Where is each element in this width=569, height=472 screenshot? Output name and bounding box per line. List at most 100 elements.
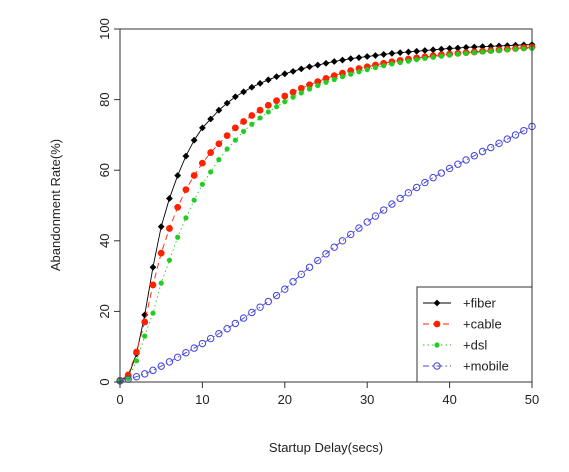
data-point-fiber [330, 58, 338, 65]
data-point-dsl [496, 47, 502, 54]
data-point-mobile [132, 373, 141, 381]
data-point-fiber [248, 83, 256, 91]
data-point-dsl [389, 61, 395, 67]
data-point-cable [166, 225, 173, 232]
data-point-fiber [166, 195, 173, 202]
data-point-dsl [166, 257, 173, 263]
data-point-dsl [414, 57, 420, 63]
data-point-dsl [372, 64, 379, 71]
data-point-fiber [157, 223, 165, 231]
data-point-dsl [479, 49, 486, 55]
data-point-cable [330, 72, 338, 79]
legend-marker-fiber [433, 299, 441, 307]
data-point-dsl [224, 146, 230, 152]
data-point-cable [248, 112, 256, 119]
legend-label-dsl: +dsl [463, 338, 487, 353]
data-point-dsl [455, 51, 461, 57]
data-point-dsl [438, 53, 444, 59]
data-point-dsl [422, 55, 428, 61]
data-point-mobile [355, 224, 363, 232]
y-tick-label: 40 [97, 234, 112, 248]
data-point-fiber [190, 136, 198, 144]
data-point-dsl [397, 59, 403, 66]
data-point-fiber [281, 70, 289, 78]
data-point-dsl [339, 74, 346, 80]
data-point-fiber [470, 43, 478, 51]
x-tick-label: 10 [195, 392, 209, 407]
data-point-fiber [429, 46, 437, 54]
data-point-dsl [257, 115, 263, 121]
x-axis-title: Startup Delay(secs) [269, 440, 383, 455]
data-point-dsl [183, 215, 189, 221]
data-point-mobile [281, 285, 289, 293]
data-point-dsl [158, 280, 164, 286]
series-dsl [117, 45, 535, 384]
data-point-cable [297, 84, 305, 92]
data-point-cable [190, 172, 198, 179]
data-point-fiber [231, 93, 239, 101]
data-point-dsl [405, 58, 411, 64]
data-point-cable [141, 318, 149, 326]
data-point-cable [174, 203, 182, 211]
data-point-fiber [223, 99, 231, 107]
data-point-cable [314, 78, 322, 85]
data-point-mobile [141, 370, 149, 378]
data-point-mobile [347, 230, 355, 239]
data-point-fiber [174, 172, 182, 179]
legend-marker-dsl [434, 342, 440, 348]
data-point-cable [281, 92, 289, 100]
data-point-cable [215, 140, 223, 148]
data-point-mobile [371, 212, 380, 220]
data-point-dsl [150, 310, 156, 316]
data-point-cable [289, 88, 297, 96]
data-point-dsl [315, 82, 321, 89]
data-point-cable [240, 118, 248, 125]
y-tick-label: 60 [97, 163, 112, 177]
data-point-fiber [314, 61, 322, 69]
data-point-dsl [133, 358, 140, 364]
data-point-fiber [256, 79, 264, 87]
data-point-mobile [239, 314, 248, 322]
x-tick-label: 20 [278, 392, 292, 407]
data-point-fiber [322, 59, 330, 67]
data-point-fiber [363, 53, 371, 60]
axes-layer: 0 10 20 30 40 50 0 20 40 60 80 100 [97, 18, 539, 407]
plot-frame [119, 28, 533, 383]
legend: +fiber +cable +dsl +mobile [416, 286, 533, 383]
data-point-mobile [412, 183, 421, 192]
data-point-dsl [208, 169, 214, 175]
x-tick-label: 0 [116, 392, 123, 407]
data-point-fiber [380, 51, 388, 58]
data-point-mobile [248, 308, 256, 317]
data-point-dsl [381, 63, 387, 69]
data-point-dsl [282, 99, 288, 105]
data-point-dsl [306, 86, 313, 92]
data-point-cable [133, 348, 140, 356]
data-point-mobile [454, 160, 462, 168]
data-point-mobile [149, 366, 157, 375]
data-point-fiber [264, 76, 272, 84]
series-layer [116, 41, 536, 385]
data-point-fiber [413, 47, 421, 55]
data-point-fiber [405, 48, 412, 56]
data-point-fiber [306, 63, 313, 71]
series-line-dsl [119, 47, 533, 382]
data-point-dsl [216, 157, 222, 163]
data-point-mobile [297, 270, 305, 279]
x-tick-label: 50 [525, 392, 539, 407]
data-point-mobile [470, 152, 479, 160]
data-point-fiber [479, 43, 486, 51]
data-point-dsl [356, 69, 362, 75]
data-point-fiber [240, 88, 247, 96]
y-tick-label: 20 [97, 304, 112, 318]
data-point-mobile [396, 194, 404, 203]
data-point-mobile [445, 164, 454, 173]
data-point-mobile [305, 263, 314, 271]
data-point-mobile [289, 278, 297, 286]
legend-label-fiber: +fiber [463, 296, 497, 311]
data-point-fiber [372, 52, 379, 59]
data-point-mobile [314, 256, 322, 265]
data-point-fiber [207, 115, 215, 123]
data-point-mobile [256, 303, 264, 311]
